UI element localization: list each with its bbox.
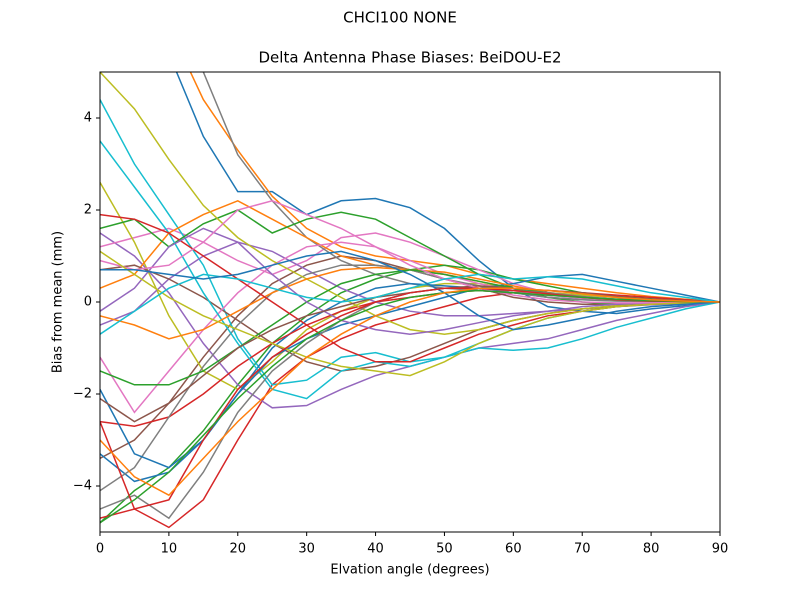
plot-area bbox=[100, 72, 720, 529]
x-tick-label: 10 bbox=[161, 542, 178, 557]
data-line bbox=[100, 289, 720, 524]
x-tick-label: 60 bbox=[505, 542, 522, 557]
x-tick-label: 50 bbox=[436, 542, 453, 557]
data-line bbox=[100, 182, 720, 391]
data-line bbox=[100, 250, 720, 377]
y-tick-label: 2 bbox=[84, 203, 92, 218]
chart-title: Delta Antenna Phase Biases: BeiDOU-E2 bbox=[259, 49, 562, 67]
data-line bbox=[175, 72, 720, 315]
data-line bbox=[100, 250, 720, 331]
x-tick-label: 40 bbox=[367, 542, 384, 557]
data-line bbox=[100, 72, 720, 335]
x-tick-label: 90 bbox=[712, 542, 729, 557]
y-tick-label: −4 bbox=[73, 479, 92, 494]
data-line bbox=[100, 287, 720, 510]
x-tick-label: 70 bbox=[574, 542, 591, 557]
x-tick-label: 80 bbox=[643, 542, 660, 557]
x-axis-label: Elvation angle (degrees) bbox=[330, 563, 489, 578]
data-line bbox=[100, 273, 720, 335]
data-line bbox=[100, 289, 720, 529]
y-tick-label: 4 bbox=[84, 111, 92, 126]
data-line bbox=[189, 72, 720, 303]
y-axis-label: Bias from mean (mm) bbox=[51, 231, 66, 373]
data-line bbox=[202, 72, 720, 303]
x-tick-label: 20 bbox=[230, 542, 247, 557]
data-line bbox=[100, 227, 720, 335]
data-line bbox=[100, 287, 720, 520]
data-line bbox=[100, 209, 720, 306]
data-line bbox=[100, 199, 720, 303]
suptitle: CHCI100 NONE bbox=[343, 9, 457, 27]
x-tick-label: 30 bbox=[298, 542, 315, 557]
y-tick-label: 0 bbox=[84, 295, 92, 310]
data-line bbox=[100, 200, 720, 304]
y-tick-label: −2 bbox=[73, 387, 92, 402]
x-tick-label: 0 bbox=[96, 542, 104, 557]
data-line bbox=[100, 287, 720, 497]
